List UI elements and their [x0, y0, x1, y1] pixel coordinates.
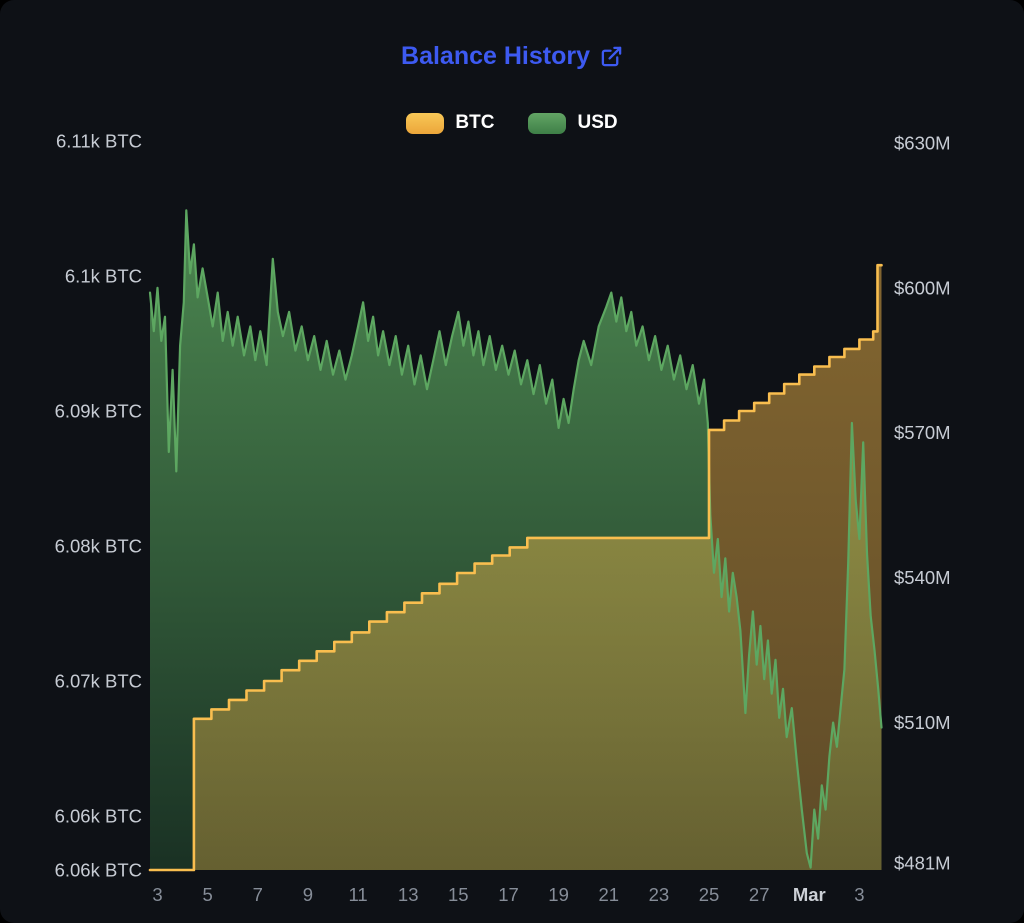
- btc-area: [150, 265, 882, 870]
- x-axis-tick-label: 19: [548, 884, 569, 905]
- legend-label-usd: USD: [577, 112, 618, 133]
- x-axis-tick-label: 3: [152, 884, 162, 905]
- external-link-icon: [601, 46, 622, 67]
- left-axis-tick-label: 6.1k BTC: [65, 266, 142, 287]
- x-axis-tick-label: 11: [348, 884, 367, 905]
- usd-swatch: [528, 112, 567, 134]
- x-axis-tick-label: 17: [498, 884, 519, 905]
- left-axis-tick-label: 6.08k BTC: [55, 536, 142, 557]
- right-axis-tick-label: $570M: [894, 422, 951, 443]
- legend-item-usd[interactable]: USD: [528, 112, 618, 134]
- btc-swatch: [406, 112, 445, 134]
- x-axis-tick-label: 3: [854, 884, 864, 905]
- x-axis-tick-label: Mar: [793, 884, 826, 905]
- right-axis-tick-label: $540M: [894, 567, 951, 588]
- chart-legend: BTC USD: [0, 112, 1024, 134]
- right-axis-tick-label: $481M: [894, 852, 951, 873]
- x-axis-tick-label: 13: [398, 884, 419, 905]
- x-axis-tick-label: 5: [203, 884, 213, 905]
- x-axis-tick-label: 27: [749, 884, 770, 905]
- left-axis-tick-label: 6.06k BTC: [55, 860, 142, 881]
- right-axis-tick-label: $510M: [894, 712, 951, 733]
- left-axis-tick-label: 6.09k BTC: [55, 401, 142, 422]
- x-axis-tick-label: 7: [253, 884, 263, 905]
- legend-label-btc: BTC: [455, 112, 495, 133]
- right-axis-tick-label: $600M: [894, 277, 951, 298]
- btc-line: [148, 263, 883, 872]
- x-axis-tick-label: 15: [448, 884, 469, 905]
- x-axis-tick-label: 23: [649, 884, 670, 905]
- legend-item-btc[interactable]: BTC: [406, 112, 494, 134]
- left-axis-tick-label: 6.06k BTC: [55, 806, 142, 827]
- chart-header: Balance History: [0, 42, 1024, 71]
- title-link[interactable]: Balance History: [401, 42, 623, 71]
- usd-line: [148, 209, 883, 869]
- x-axis-tick-label: 21: [599, 884, 620, 905]
- x-axis-tick-label: 25: [699, 884, 720, 905]
- right-axis-tick-label: $630M: [894, 132, 951, 153]
- left-axis-tick-label: 6.07k BTC: [55, 671, 142, 692]
- left-axis-tick-label: 6.11k BTC: [56, 131, 142, 152]
- page-title: Balance History: [401, 42, 590, 70]
- x-axis-tick-label: 9: [303, 884, 313, 905]
